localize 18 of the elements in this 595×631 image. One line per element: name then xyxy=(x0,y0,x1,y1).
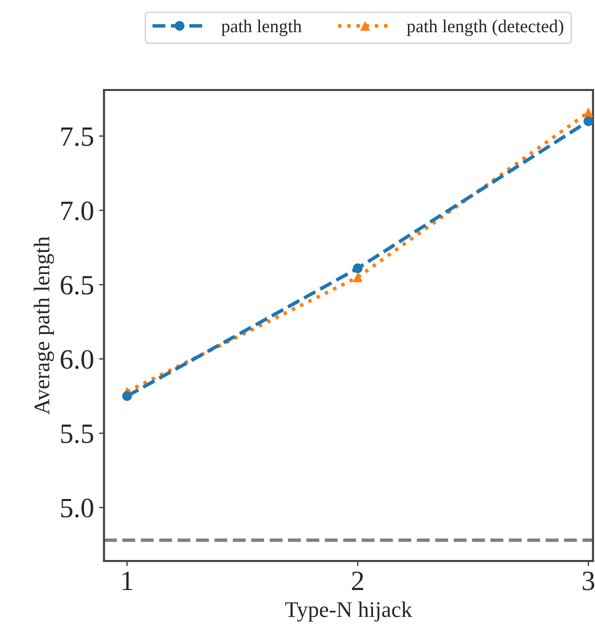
point xyxy=(584,116,593,126)
point xyxy=(584,107,593,118)
legend-label: path length (detected) xyxy=(406,20,564,36)
y-tick-label: 6.0 xyxy=(60,350,94,369)
y-tick-label: 7.0 xyxy=(61,202,94,220)
x-tick-label: 2 xyxy=(352,572,364,590)
x-tick-label: 3 xyxy=(582,572,594,590)
x-tick-label: 1 xyxy=(122,572,132,590)
y-axis-title: Average path length xyxy=(34,236,54,415)
y-tick-label: 7.5 xyxy=(61,128,94,146)
point xyxy=(122,391,132,401)
y-tick-label: 5.5 xyxy=(61,424,94,444)
x-axis-title: Type-N hijack xyxy=(285,601,412,622)
point xyxy=(352,263,363,274)
point xyxy=(352,272,363,282)
legend-label: path length xyxy=(221,20,302,36)
y-tick-label: 6.5 xyxy=(60,276,94,295)
y-tick-label: 5.0 xyxy=(61,498,94,518)
